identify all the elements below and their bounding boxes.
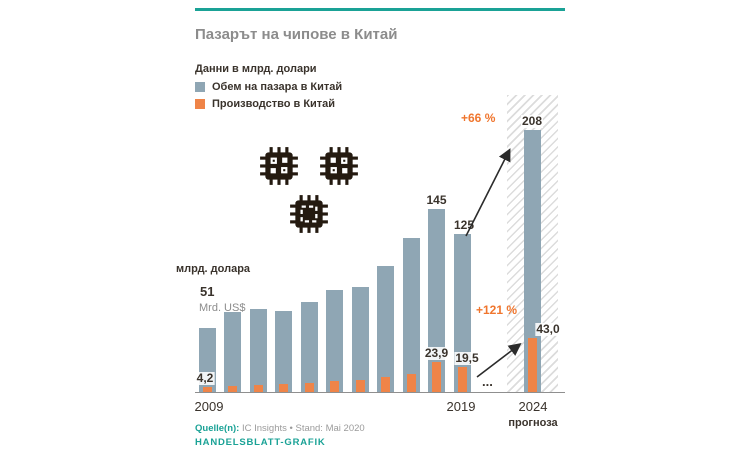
forecast-caption: прогноза (508, 417, 558, 429)
top-divider-rule (195, 8, 565, 11)
bar-production-2011 (253, 385, 263, 392)
bar-market-2013 (300, 302, 318, 392)
bar-production-2015 (355, 380, 365, 392)
legend-label-market: Обем на пазара в Китай (212, 81, 343, 93)
x-axis-line (195, 392, 565, 393)
bar-production-2019 (457, 367, 467, 392)
x-label-forecast-year: 2024 (518, 399, 548, 414)
bar-production-2012 (279, 384, 288, 392)
bar-production-2016 (381, 377, 390, 392)
value-label-2018-s0: 145 (425, 193, 448, 207)
first-year-value: 51 (200, 284, 215, 299)
axis-unit-label-de: Mrd. US$ (199, 302, 246, 314)
microchip-icon (260, 147, 298, 185)
source-line: Quelle(n): IC Insights • Stand: Mai 2020 (195, 423, 365, 434)
x-label-start-year: 2009 (194, 399, 224, 414)
bar-production-2013 (304, 383, 314, 392)
market-color-swatch (195, 82, 205, 92)
market-growth-label: +66 % (461, 111, 496, 125)
bar-market-2011 (249, 309, 267, 392)
page-title: Пазарът на чипове в Китай (195, 26, 398, 43)
microchip-icon (320, 147, 358, 185)
source-label: Quelle(n): (195, 423, 240, 434)
bar-production-2014 (330, 381, 339, 392)
bar-market-2016 (377, 266, 394, 392)
x-label-end-year: 2019 (446, 399, 476, 414)
source-bullet: • (289, 423, 293, 434)
value-label-2018-s1: 23,9 (423, 346, 450, 360)
value-label-2019-s1: 19,5 (454, 351, 480, 365)
source-stand: Stand: Mai 2020 (295, 423, 365, 434)
bar-market-2014 (326, 290, 343, 392)
bar-market-2012 (275, 311, 292, 392)
microchip-icon (290, 195, 328, 233)
value-label-2019-s0: 125 (452, 218, 476, 232)
bar-market-2015 (351, 287, 369, 392)
axis-gap-ellipsis: ... (482, 374, 493, 389)
bar-market-2018 (428, 209, 445, 392)
value-label-2009-s1: 4,2 (195, 371, 215, 385)
value-label-2024-s0: 208 (520, 114, 544, 128)
bar-production-2017 (406, 374, 416, 392)
value-label-2024-s1: 43,0 (535, 322, 561, 336)
legend-heading: Данни в млрд. долари (195, 63, 317, 75)
bar-market-2017 (402, 238, 420, 392)
production-color-swatch (195, 99, 205, 109)
source-text: IC Insights (241, 423, 287, 434)
bar-production-2024 (527, 338, 537, 392)
bar-market-2010 (224, 312, 241, 392)
bar-production-2010 (228, 386, 237, 392)
bar-production-2009 (202, 387, 212, 392)
graphic-credit: HANDELSBLATT-GRAFIK (195, 437, 326, 448)
bar-production-2018 (432, 362, 441, 392)
production-growth-label: +121 % (476, 303, 518, 317)
legend-item-production: Производство в Китай (195, 98, 335, 110)
legend-item-market: Обем на пазара в Китай (195, 81, 342, 93)
axis-unit-label-bg: млрд. долара (176, 263, 251, 275)
legend-label-production: Производство в Китай (212, 98, 336, 110)
